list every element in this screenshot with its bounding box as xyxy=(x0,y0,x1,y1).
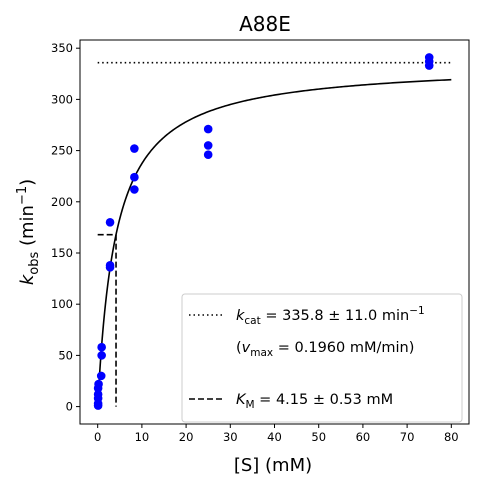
x-tick-label: 20 xyxy=(179,430,194,444)
data-point xyxy=(203,150,213,159)
data-point xyxy=(203,141,213,150)
fit-lines xyxy=(96,61,452,407)
y-tick-label: 350 xyxy=(51,41,73,55)
y-axis-label-superscript: −1 xyxy=(15,186,30,205)
x-tick-label: 30 xyxy=(223,430,238,444)
data-point xyxy=(97,351,106,360)
data-point xyxy=(105,217,115,227)
legend: kcat = 335.8 ± 11.0 min−1 (vmax = 0.1960… xyxy=(181,293,463,423)
x-tick-label: 40 xyxy=(267,430,282,444)
legend-box xyxy=(181,293,463,423)
x-tick-label: 70 xyxy=(400,430,415,444)
michaelis-menten-fit-curve xyxy=(96,78,452,407)
y-axis: 0 50 100 150 200 250 300 350 xyxy=(51,41,80,414)
data-point xyxy=(130,172,139,182)
y-tick-label: 250 xyxy=(51,144,73,158)
y-axis-label: kobs (min−1) xyxy=(15,179,42,285)
x-tick-label: 60 xyxy=(356,430,371,444)
x-tick-label: 50 xyxy=(311,430,326,444)
y-tick-label: 50 xyxy=(58,348,73,362)
data-point xyxy=(97,342,106,352)
y-tick-label: 100 xyxy=(51,297,73,311)
data-point xyxy=(203,124,213,134)
y-tick-label: 300 xyxy=(51,92,73,106)
legend-km-label: KM = 4.15 ± 0.53 mM xyxy=(236,392,393,411)
data-point xyxy=(105,260,115,270)
data-point xyxy=(93,390,103,399)
y-axis-label-symbol: k xyxy=(17,273,38,285)
legend-vmax-label: (vmax = 0.1960 mM/min) xyxy=(236,340,414,359)
x-axis-label: [S] (mM) xyxy=(234,455,312,476)
y-axis-label-subscript: obs xyxy=(27,252,42,275)
y-axis-label-unit: (min xyxy=(17,205,38,252)
x-tick-label: 10 xyxy=(135,430,150,444)
legend-kcat-label: kcat = 335.8 ± 11.0 min−1 xyxy=(236,305,425,327)
chart-title: A88E xyxy=(239,12,291,36)
data-points xyxy=(93,53,434,410)
x-axis: 0 10 20 30 40 50 60 70 80 xyxy=(94,424,459,444)
y-tick-label: 200 xyxy=(51,195,73,209)
y-tick-label: 150 xyxy=(51,246,73,260)
y-tick-label: 0 xyxy=(66,400,73,414)
data-point xyxy=(130,185,139,194)
data-point xyxy=(424,53,434,62)
data-point xyxy=(94,379,103,389)
x-tick-label: 0 xyxy=(94,430,101,444)
data-point xyxy=(96,371,106,381)
data-point xyxy=(130,144,139,153)
x-tick-label: 80 xyxy=(444,430,459,444)
y-axis-label-close: ) xyxy=(17,179,38,186)
